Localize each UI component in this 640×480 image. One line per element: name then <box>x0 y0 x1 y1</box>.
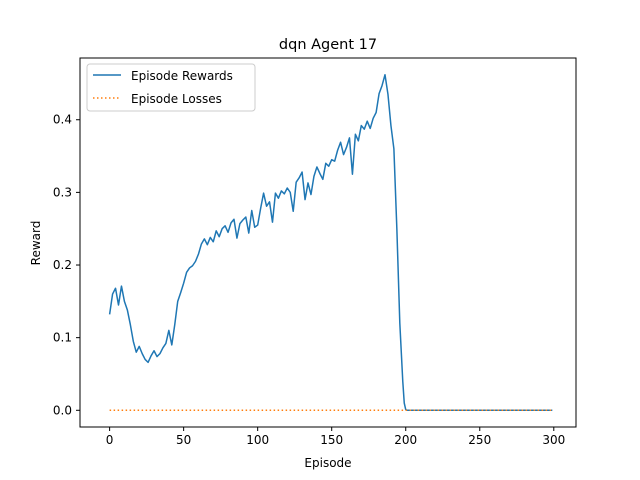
legend: Episode Rewards Episode Losses <box>86 63 256 112</box>
legend-label-episode-rewards: Episode Rewards <box>131 69 233 83</box>
series-line-episode-rewards <box>108 73 553 412</box>
x-tick-label: 0 <box>106 433 114 447</box>
legend-label-episode-losses: Episode Losses <box>131 92 222 106</box>
plot-frame <box>79 57 577 428</box>
x-tick-label: 300 <box>542 433 565 447</box>
x-tick-label: 250 <box>468 433 491 447</box>
x-tick-label: 100 <box>246 433 269 447</box>
x-tick-label: 50 <box>176 433 191 447</box>
y-tick-label: 0.2 <box>53 258 72 272</box>
x-axis-label: Episode <box>304 456 351 470</box>
x-axis-ticks: 0 50 100 150 200 250 300 <box>106 427 565 447</box>
y-tick-label: 0.4 <box>53 113 72 127</box>
x-tick-label: 200 <box>394 433 417 447</box>
y-tick-label: 0.1 <box>53 331 72 345</box>
series-layer <box>108 73 553 412</box>
y-tick-label: 0.0 <box>53 403 72 417</box>
chart-title: dqn Agent 17 <box>279 37 377 53</box>
y-axis-ticks: 0.0 0.1 0.2 0.3 0.4 <box>53 113 80 417</box>
x-tick-label: 150 <box>320 433 343 447</box>
y-axis-label: Reward <box>29 221 43 266</box>
y-tick-label: 0.3 <box>53 185 72 199</box>
legend-box <box>86 63 256 112</box>
